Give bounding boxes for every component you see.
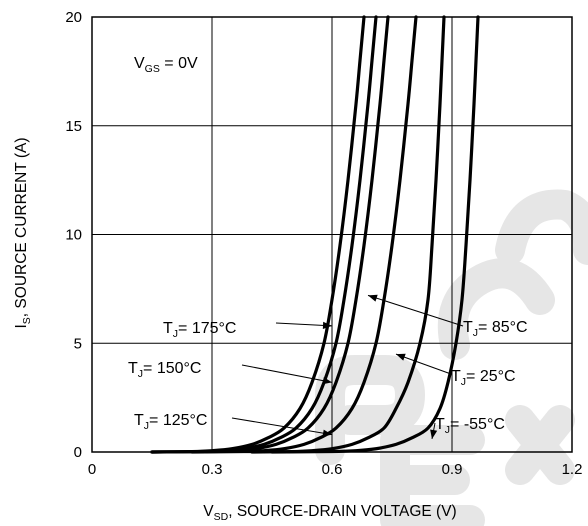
watermark-stroke-1: [380, 425, 485, 526]
annotations: TJ= 175°C TJ= 150°C TJ= 125°C TJ= 85°C TJ= 2…: [128, 294, 528, 440]
series-label-1: TJ= 150°C: [128, 360, 201, 380]
x-tick-label: 1.2: [562, 461, 583, 478]
watermark: [315, 189, 588, 526]
arrow-head-3: [368, 294, 378, 302]
x-tick-label: 0.3: [202, 461, 223, 478]
series-label-4: TJ= 25°C: [451, 368, 516, 388]
arrow-head-4: [396, 353, 406, 361]
y-tick-label: 10: [65, 227, 82, 244]
watermark-stroke-0: [315, 355, 425, 465]
series-line-3: [190, 15, 418, 454]
arrow-head-5: [430, 429, 438, 439]
series-line-5: [270, 15, 480, 454]
x-axis-label: VSD, SOURCE-DRAIN VOLTAGE (V): [203, 503, 456, 523]
leader-line-3: [367, 294, 464, 327]
x-tick-label: 0.9: [442, 461, 463, 478]
y-axis-label: IS, SOURCE CURRENT (A): [13, 137, 33, 328]
leader-line-2: [231, 417, 333, 436]
y-tick-label: 0: [74, 444, 82, 461]
arrow-head-0: [322, 321, 332, 329]
x-tick-label: 0: [88, 461, 96, 478]
x-tick-label: 0.6: [322, 461, 343, 478]
arrow-head-1: [322, 377, 332, 385]
series-label-5: TJ= -55°C: [435, 416, 505, 436]
series-line-2: [150, 15, 390, 454]
condition-label: VGS = 0V: [134, 55, 198, 75]
series-label-0: TJ= 175°C: [163, 320, 236, 340]
y-tick-label: 5: [74, 335, 82, 352]
grid: [92, 17, 572, 452]
arrow-head-2: [322, 429, 332, 437]
watermark-stroke-4: [505, 405, 575, 485]
y-tick-label: 20: [65, 9, 82, 26]
series-line-4: [250, 15, 446, 454]
watermark-stroke-2: [437, 258, 555, 360]
y-tick-label: 15: [65, 118, 82, 135]
series-group: [150, 15, 480, 454]
watermark-stroke-3: [495, 189, 588, 265]
tick-labels: 0 0.3 0.6 0.9 1.2 0 5 10 15 20: [65, 9, 582, 478]
plot-frame: [91, 16, 573, 453]
leader-line-0: [275, 322, 333, 327]
series-label-3: TJ= 85°C: [463, 319, 528, 339]
leader-line-4: [395, 353, 452, 375]
series-label-2: TJ= 125°C: [134, 412, 207, 432]
leader-line-1: [241, 364, 333, 383]
